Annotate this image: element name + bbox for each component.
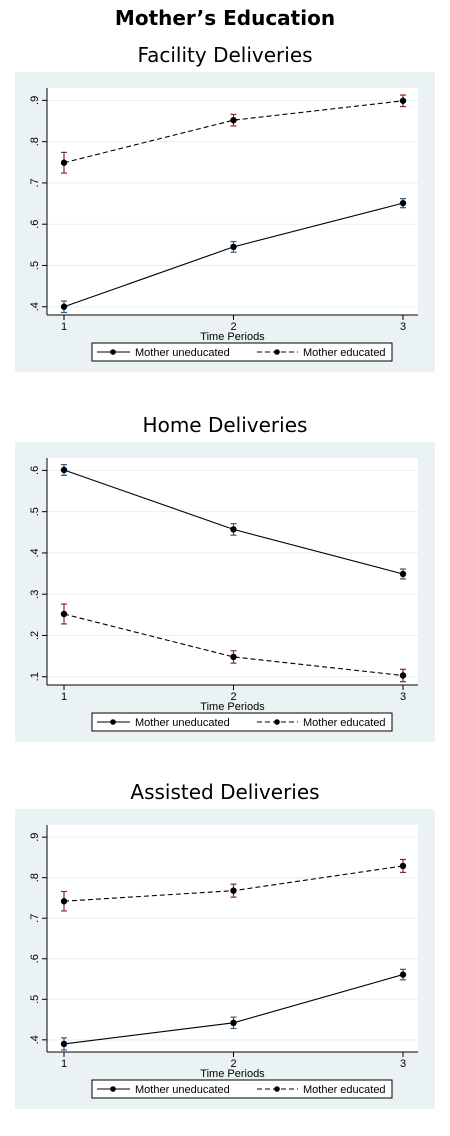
data-point (230, 887, 237, 894)
figure-title: Mother’s Education (114, 6, 336, 30)
x-axis-label: Time Periods (200, 1068, 265, 1080)
x-tick-label: 3 (400, 1058, 406, 1070)
y-tick-label: .4 (29, 302, 41, 311)
x-axis-label: Time Periods (200, 331, 265, 343)
legend: Mother uneducated Mother educated (91, 342, 393, 362)
series-line (63, 100, 404, 164)
y-tick-label: .5 (29, 507, 41, 516)
legend-label: Mother educated (303, 347, 386, 359)
legend-marker (274, 349, 280, 355)
legend: Mother uneducated Mother educated (91, 1079, 393, 1099)
y-tick-label: .8 (29, 137, 41, 146)
x-tick-label: 3 (400, 691, 406, 703)
legend-marker (110, 1086, 116, 1092)
y-tick-label: .5 (29, 995, 41, 1004)
data-point (60, 610, 68, 618)
data-point (230, 653, 237, 661)
data-point (60, 159, 68, 166)
legend-label: Mother uneducated (135, 717, 230, 729)
x-tick-label: 1 (61, 691, 67, 703)
x-tick-label: 2 (230, 1058, 236, 1070)
data-point (399, 672, 407, 679)
y-tick-label: .3 (29, 590, 41, 599)
legend-marker (274, 1086, 280, 1092)
x-tick-label: 2 (230, 321, 236, 333)
y-tick-label: .7 (29, 178, 41, 187)
y-tick-label: .6 (29, 220, 41, 229)
x-tick-label: 3 (400, 321, 406, 333)
data-point (230, 526, 237, 533)
data-point (399, 862, 407, 870)
data-point (230, 1019, 237, 1027)
y-tick-label: .5 (29, 261, 41, 270)
legend-label: Mother uneducated (135, 1084, 230, 1096)
data-point (399, 971, 407, 978)
y-tick-label: .6 (29, 466, 41, 475)
legend-box (91, 342, 393, 362)
legend-label: Mother uneducated (135, 347, 230, 359)
panel-title-facility: Facility Deliveries (137, 43, 313, 67)
data-point (399, 97, 407, 104)
legend-label: Mother educated (303, 1084, 386, 1096)
data-point (399, 570, 407, 578)
legend-box (91, 712, 393, 732)
data-point (230, 116, 237, 124)
data-point (399, 199, 407, 207)
y-tick-label: .1 (29, 672, 41, 681)
panel-title-assisted: Assisted Deliveries (130, 780, 320, 804)
y-tick-label: .9 (29, 96, 41, 105)
y-tick-label: .8 (29, 873, 41, 882)
legend-box (91, 1079, 393, 1099)
legend-marker (110, 719, 116, 725)
data-point (60, 898, 68, 905)
legend: Mother uneducated Mother educated (91, 712, 393, 732)
x-tick-label: 2 (230, 691, 236, 703)
y-tick-label: .7 (29, 914, 41, 923)
data-point (60, 303, 68, 310)
legend-marker (274, 719, 280, 725)
y-tick-label: .2 (29, 631, 41, 640)
y-tick-label: .6 (29, 954, 41, 963)
data-point (60, 466, 68, 474)
data-point (60, 1040, 68, 1048)
panel-title-home: Home Deliveries (142, 413, 308, 437)
plot-area (47, 458, 418, 685)
y-tick-label: .4 (29, 1035, 41, 1044)
plot-area (47, 825, 418, 1052)
legend-marker (110, 349, 116, 355)
x-tick-label: 1 (61, 321, 67, 333)
data-point (230, 243, 237, 251)
x-axis-label: Time Periods (200, 701, 265, 713)
y-tick-label: .4 (29, 548, 41, 557)
series-line (63, 613, 404, 677)
x-tick-label: 1 (61, 1058, 67, 1070)
y-tick-label: .9 (29, 833, 41, 842)
legend-label: Mother educated (303, 717, 386, 729)
